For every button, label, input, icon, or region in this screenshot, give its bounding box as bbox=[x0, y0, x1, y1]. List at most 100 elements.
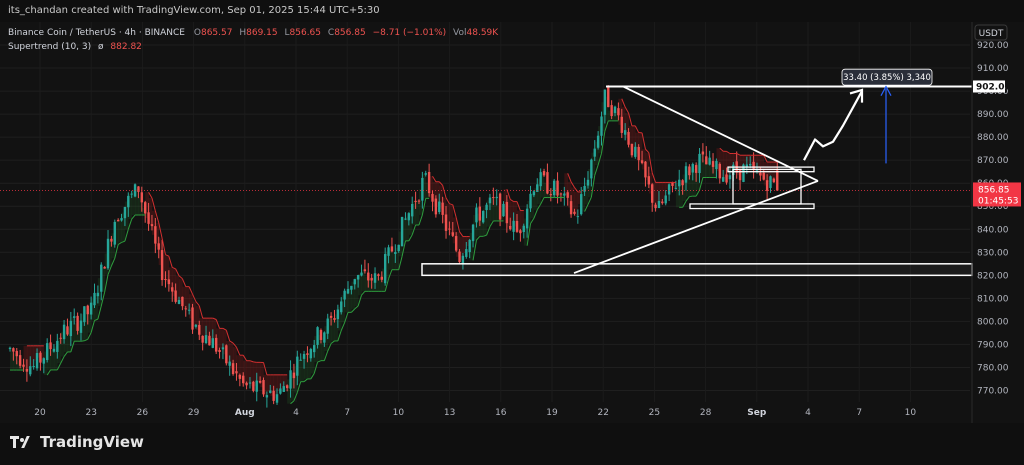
legend-symbol: Binance Coin / TetherUS · 4h · BINANCE bbox=[8, 28, 185, 38]
supertrend-fill bbox=[435, 181, 440, 207]
tradingview-logo: TradingView bbox=[10, 433, 144, 451]
candle-body bbox=[329, 315, 333, 318]
supertrend-fill bbox=[642, 149, 646, 170]
candle-body bbox=[542, 171, 546, 176]
candle-body bbox=[66, 326, 69, 335]
candle-body bbox=[62, 324, 66, 340]
supertrend-fill bbox=[128, 193, 132, 220]
candle-body bbox=[721, 177, 725, 182]
candle-body bbox=[421, 177, 424, 201]
candle-body bbox=[505, 201, 509, 224]
supertrend-fill bbox=[195, 305, 200, 330]
candle-body bbox=[380, 276, 383, 280]
triangle-lower-line bbox=[573, 180, 819, 274]
x-tick-label: 19 bbox=[546, 408, 558, 418]
candle-body bbox=[363, 269, 367, 272]
supertrend-segment bbox=[84, 338, 88, 342]
supertrend-fill bbox=[212, 319, 217, 345]
currency-button[interactable]: USDT bbox=[974, 24, 1008, 41]
candle-body bbox=[350, 285, 353, 290]
candle-body bbox=[387, 247, 390, 256]
supertrend-segment bbox=[401, 240, 406, 257]
candlestick-chart[interactable]: 33.40 (3.85%) 3,340 770.00 780.00 790.00 80… bbox=[0, 22, 1024, 423]
candle-body bbox=[566, 192, 569, 198]
y-tick-label: 820.00 bbox=[977, 271, 1009, 281]
x-tick-label: 7 bbox=[856, 408, 862, 418]
supertrend-segment bbox=[476, 235, 481, 241]
candle-body bbox=[519, 230, 522, 234]
supertrend-fill bbox=[10, 349, 14, 371]
supertrend-fill bbox=[26, 345, 31, 371]
candle-body bbox=[603, 89, 607, 115]
supertrend-fill bbox=[449, 204, 454, 235]
candle-body bbox=[718, 163, 721, 179]
supertrend-segment bbox=[584, 204, 589, 212]
candle-body bbox=[367, 272, 370, 281]
candle-body bbox=[461, 255, 465, 265]
supertrend-fill bbox=[229, 343, 234, 369]
supertrend-fill bbox=[652, 182, 656, 207]
candle-body bbox=[664, 195, 667, 204]
candle-body bbox=[181, 296, 184, 307]
supertrend-fill bbox=[547, 194, 552, 198]
supertrend-fill bbox=[266, 374, 271, 392]
candle-body bbox=[552, 180, 556, 196]
price-axis[interactable]: 770.00 780.00 790.00 800.00 810.00 820.00 830.… bbox=[971, 22, 1021, 423]
supertrend-fill bbox=[473, 214, 477, 241]
supertrend-fill bbox=[456, 231, 460, 257]
supertrend-segment bbox=[526, 223, 532, 246]
candle-body bbox=[525, 208, 529, 229]
legend-volume: 48.59K bbox=[467, 28, 500, 38]
supertrend-fill bbox=[165, 256, 170, 282]
supertrend-segment bbox=[296, 381, 302, 393]
supertrend-segment bbox=[154, 210, 160, 223]
supertrend-segment bbox=[178, 275, 183, 280]
supertrend-fill bbox=[348, 287, 352, 313]
supertrend-fill bbox=[760, 155, 765, 177]
supertrend-fill bbox=[43, 351, 48, 376]
candle-body bbox=[765, 180, 769, 191]
candle-body bbox=[715, 160, 718, 170]
candle-body bbox=[340, 301, 343, 313]
supertrend-fill bbox=[723, 151, 727, 179]
candle-body bbox=[231, 363, 235, 375]
candle-body bbox=[269, 390, 272, 393]
supertrend-segment bbox=[486, 226, 491, 236]
supertrend-segment bbox=[587, 197, 592, 205]
candle-body bbox=[708, 157, 711, 165]
supertrend-segment bbox=[70, 341, 75, 353]
x-tick-label: 13 bbox=[444, 408, 455, 418]
candle-body bbox=[157, 243, 160, 250]
candle-body bbox=[742, 164, 745, 182]
supertrend-fill bbox=[91, 299, 95, 321]
grid bbox=[0, 22, 970, 402]
supertrend-fill bbox=[615, 111, 619, 121]
supertrend-fill bbox=[395, 247, 399, 270]
supertrend-fill bbox=[587, 168, 592, 198]
supertrend-fill bbox=[189, 294, 193, 319]
supertrend-segment bbox=[628, 112, 633, 126]
candle-body bbox=[414, 200, 417, 203]
supertrend-fill bbox=[226, 340, 230, 364]
supertrend-fill bbox=[726, 153, 731, 178]
candle-body bbox=[644, 161, 647, 178]
candle-body bbox=[478, 206, 482, 221]
candle-body bbox=[607, 86, 610, 108]
supertrend-fill bbox=[20, 365, 24, 371]
supertrend-fill bbox=[371, 278, 376, 292]
supertrend-segment bbox=[685, 196, 690, 202]
supertrend-fill bbox=[418, 189, 423, 215]
supertrend-fill bbox=[145, 192, 149, 219]
supertrend-fill bbox=[388, 248, 393, 270]
supertrend-segment bbox=[340, 322, 346, 331]
legend-change: −8.71 (−1.01%) bbox=[373, 28, 447, 38]
indicator-value: 882.82 bbox=[110, 42, 142, 52]
supertrend-fill bbox=[466, 236, 470, 246]
supertrend-segment bbox=[361, 291, 366, 296]
supertrend-fill bbox=[496, 206, 501, 221]
time-axis[interactable]: 20 23 26 29 Aug 4 7 10 13 16 19 22 25 28 Sep 4 7 10 bbox=[34, 408, 916, 418]
supertrend-segment bbox=[421, 198, 427, 216]
y-tick-label: 850.00 bbox=[977, 202, 1009, 212]
supertrend-segment bbox=[232, 342, 237, 348]
candle-body bbox=[630, 143, 634, 156]
